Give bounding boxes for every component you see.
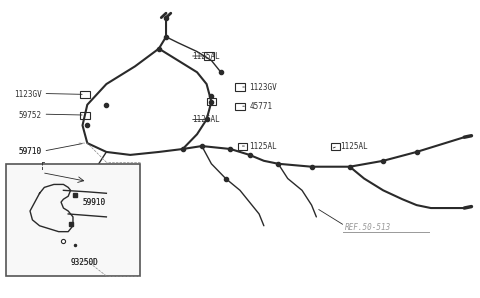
Bar bbox=[206, 98, 216, 105]
Text: 59752: 59752 bbox=[19, 111, 42, 119]
Bar bbox=[235, 103, 245, 110]
Text: 59710: 59710 bbox=[19, 148, 42, 156]
Text: 1125AL: 1125AL bbox=[192, 52, 220, 60]
Text: 1123GV: 1123GV bbox=[14, 90, 42, 99]
Text: 45771: 45771 bbox=[250, 102, 273, 111]
Text: 93250D: 93250D bbox=[71, 258, 98, 267]
Bar bbox=[238, 142, 247, 150]
Bar bbox=[235, 83, 245, 91]
Bar bbox=[204, 52, 214, 60]
Text: 59710: 59710 bbox=[19, 148, 42, 156]
Text: 1123GV: 1123GV bbox=[250, 83, 277, 91]
Text: REF.50-513: REF.50-513 bbox=[345, 223, 391, 232]
Text: 59910: 59910 bbox=[83, 198, 106, 207]
Bar bbox=[331, 142, 340, 150]
Bar bbox=[80, 111, 90, 119]
Text: 1125AL: 1125AL bbox=[250, 142, 277, 150]
Bar bbox=[6, 164, 140, 276]
Text: 59910: 59910 bbox=[83, 198, 106, 207]
Bar bbox=[80, 91, 90, 98]
Text: 1125AL: 1125AL bbox=[340, 142, 368, 150]
Text: 93250D: 93250D bbox=[71, 258, 98, 267]
Text: 1125AL: 1125AL bbox=[192, 115, 220, 124]
